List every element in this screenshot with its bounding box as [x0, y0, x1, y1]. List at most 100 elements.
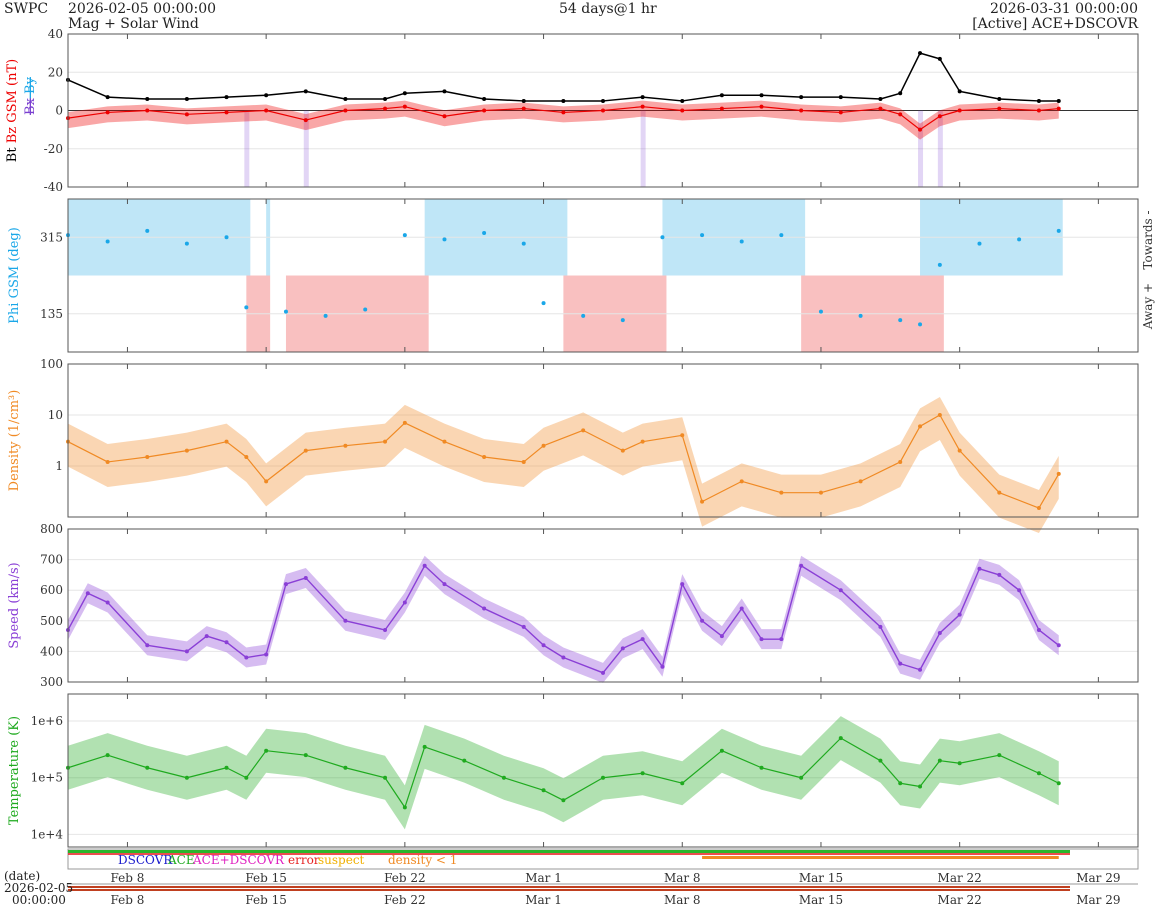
bz-range-band — [68, 100, 1059, 140]
panel-frame-0 — [67, 33, 1139, 188]
mag-bx-band-3 — [918, 110, 924, 187]
legend-item-2: ACE+DSCOVR — [192, 853, 285, 867]
speed-series-line — [67, 565, 1060, 674]
speed-point-23 — [660, 664, 665, 669]
density-point-9 — [383, 439, 388, 444]
speed-point-19 — [561, 655, 566, 660]
bz-point-25 — [957, 108, 962, 113]
mag-bx-band-1 — [303, 110, 309, 187]
temp-point-27 — [957, 761, 962, 766]
bz-point-27 — [1036, 108, 1041, 113]
temp-point-2 — [145, 765, 150, 770]
density-point-28 — [997, 490, 1002, 495]
bz-point-19 — [799, 108, 804, 113]
temp-point-16 — [601, 775, 605, 780]
speed-point-14 — [422, 563, 427, 568]
density-point-6 — [264, 479, 269, 484]
temp-point-15 — [561, 798, 566, 803]
temp-point-20 — [759, 765, 764, 770]
phi-point-21 — [858, 313, 863, 318]
speed-point-30 — [799, 563, 804, 568]
bz-point-4 — [224, 110, 229, 115]
speed-point-38 — [997, 572, 1002, 577]
bt-point-10 — [442, 89, 447, 94]
status-red-bar — [68, 853, 1070, 855]
bt-point-12 — [521, 98, 526, 103]
bz-point-26 — [997, 106, 1002, 111]
phi-point-25 — [977, 241, 982, 246]
bt-point-4 — [224, 95, 229, 100]
density-point-11 — [442, 439, 447, 444]
density-point-4 — [224, 439, 229, 444]
x-tick-label-bottom-2: Feb 22 — [384, 893, 426, 907]
phi-point-6 — [283, 309, 288, 314]
bz-point-7 — [343, 108, 348, 113]
speed-point-33 — [898, 661, 903, 666]
temp-point-4 — [224, 765, 229, 770]
end-time: 2026-03-31 00:00:00 — [989, 1, 1138, 17]
density-point-18 — [680, 433, 685, 438]
x-tick-label-3: Mar 1 — [525, 871, 562, 885]
bz-point-17 — [719, 106, 724, 111]
phi-point-23 — [918, 322, 923, 327]
phi-point-4 — [224, 235, 229, 240]
panel-frame-2 — [67, 363, 1139, 518]
density-point-20 — [739, 479, 744, 484]
x-tick-label-bottom-0: Feb 8 — [110, 893, 144, 907]
density-point-16 — [620, 448, 625, 453]
mag-bx-band-4 — [937, 110, 943, 187]
bt-point-26 — [997, 97, 1002, 102]
x-tick-label-7: Mar 29 — [1076, 871, 1120, 885]
phi-point-10 — [442, 237, 447, 242]
speed-point-6 — [224, 640, 229, 645]
bt-point-8 — [383, 97, 388, 102]
x-tick-label-5: Mar 15 — [799, 871, 843, 885]
x-tick-label-bottom-5: Mar 15 — [799, 893, 843, 907]
phi-point-1 — [105, 239, 110, 244]
temp-point-8 — [343, 765, 348, 770]
speed-point-17 — [521, 624, 526, 629]
bz-point-6 — [303, 118, 308, 123]
bt-point-24 — [937, 56, 942, 61]
bt-point-5 — [264, 93, 269, 98]
bz-point-12 — [521, 106, 526, 111]
time-span: 54 days@1 hr — [559, 1, 657, 17]
speed-ytick-5: 800 — [40, 522, 63, 536]
temp-point-10 — [402, 805, 407, 810]
speed-point-18 — [541, 643, 546, 648]
bottom-start-time: 00:00:00 — [12, 893, 66, 907]
mag-ytick-2: 0 — [55, 104, 63, 118]
speed-point-8 — [264, 652, 269, 657]
bt-point-22 — [898, 91, 903, 96]
mag-ylabel-part-1: Bz GSM (nT) — [5, 59, 20, 148]
density-point-21 — [779, 490, 784, 495]
bz-point-13 — [561, 110, 566, 115]
speed-point-35 — [937, 631, 942, 636]
temp-ytick-2: 1e+6 — [31, 714, 63, 728]
speed-ylabel: Speed (km/s) — [7, 562, 22, 648]
phi-point-27 — [1056, 228, 1061, 233]
density-range-band — [68, 397, 1059, 534]
x-tick-label-0: Feb 8 — [110, 871, 144, 885]
panel-frame-1 — [67, 198, 1139, 353]
phi-point-18 — [739, 239, 744, 244]
speed-point-21 — [620, 646, 625, 651]
temp-ytick-0: 1e+4 — [31, 827, 64, 841]
bt-point-23 — [918, 51, 923, 56]
speed-point-32 — [878, 624, 883, 629]
bt-point-13 — [561, 98, 566, 103]
phi-point-20 — [818, 309, 823, 314]
legend-item-3: error — [288, 853, 320, 867]
bz-point-8 — [383, 106, 388, 111]
temp-point-11 — [422, 744, 427, 749]
x-tick-label-bottom-7: Mar 29 — [1076, 893, 1120, 907]
mag-ytick-1: -20 — [44, 142, 63, 156]
phi-point-11 — [482, 231, 487, 235]
speed-point-40 — [1036, 627, 1041, 632]
temp-point-7 — [303, 753, 308, 758]
x-tick-label-1: Feb 15 — [245, 871, 287, 885]
density-ytick-2: 100 — [40, 357, 63, 371]
date-axis-label: (date) — [4, 869, 41, 883]
temp-point-14 — [541, 788, 546, 793]
product-title: Mag + Solar Wind — [68, 16, 199, 32]
